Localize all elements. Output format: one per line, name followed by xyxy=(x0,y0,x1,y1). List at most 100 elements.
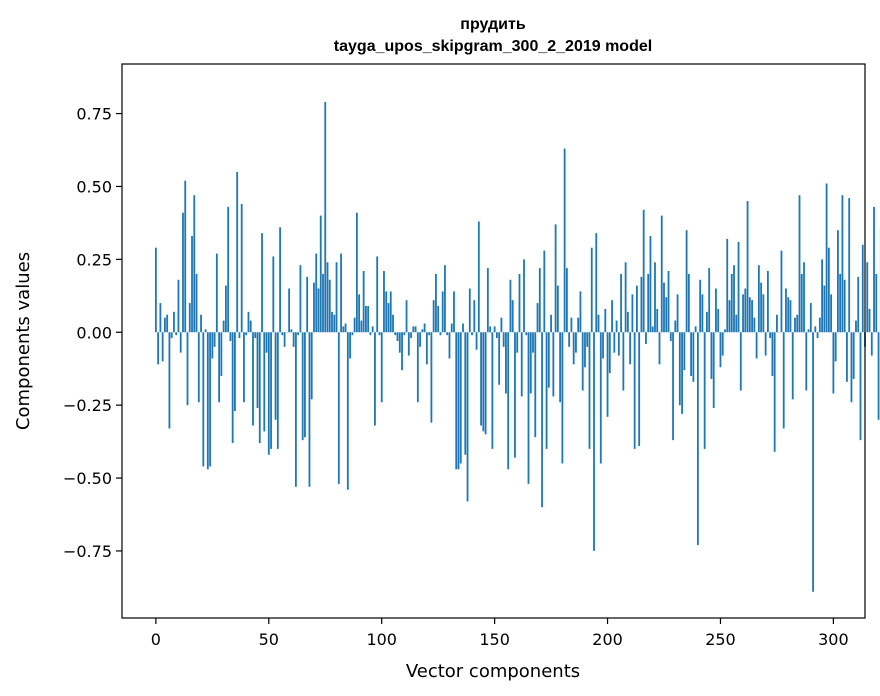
bar xyxy=(766,271,769,333)
bar xyxy=(175,332,178,336)
x-axis-label: Vector components xyxy=(406,661,580,682)
bar xyxy=(337,332,340,484)
bar xyxy=(518,273,521,333)
bar xyxy=(229,332,232,341)
bar xyxy=(839,273,842,333)
bar xyxy=(737,241,740,333)
bar xyxy=(674,320,677,333)
bar xyxy=(687,273,690,333)
bar xyxy=(818,317,821,333)
bar xyxy=(556,285,559,333)
bar xyxy=(638,332,641,446)
bar xyxy=(482,332,485,432)
bar xyxy=(812,332,814,592)
x-tick-label: 200 xyxy=(592,630,623,649)
bar xyxy=(484,332,487,435)
bar xyxy=(258,332,261,444)
bar xyxy=(385,291,388,333)
bar xyxy=(538,268,541,333)
bar xyxy=(776,314,778,333)
bar xyxy=(276,332,279,449)
bar xyxy=(371,326,374,333)
bar xyxy=(622,332,625,391)
bar xyxy=(236,171,239,333)
bar xyxy=(475,332,478,350)
bar xyxy=(299,265,302,333)
bar xyxy=(798,195,801,333)
bar xyxy=(572,332,575,365)
bar xyxy=(764,332,767,356)
bar xyxy=(875,273,878,333)
bar xyxy=(344,323,347,333)
bar xyxy=(516,332,519,353)
bar xyxy=(796,314,799,333)
bar xyxy=(690,332,693,376)
bar xyxy=(376,256,379,333)
bar xyxy=(168,332,171,429)
x-tick-label: 0 xyxy=(151,630,161,649)
bar xyxy=(294,332,297,487)
bar xyxy=(184,180,187,333)
bar xyxy=(769,332,772,339)
bar xyxy=(640,276,643,333)
bar xyxy=(651,326,654,333)
plot-frame xyxy=(121,63,866,619)
bar xyxy=(751,300,753,333)
bar xyxy=(398,332,401,353)
bar xyxy=(712,332,715,409)
bar xyxy=(265,332,268,353)
bar xyxy=(834,332,837,362)
bar xyxy=(480,332,482,426)
bar xyxy=(550,314,552,333)
bar xyxy=(846,332,848,382)
bar xyxy=(204,329,207,333)
bar xyxy=(814,326,817,333)
bar xyxy=(340,253,342,333)
y-tick-label: 0.00 xyxy=(76,323,112,342)
bar xyxy=(495,332,498,339)
bar xyxy=(471,332,473,336)
bar xyxy=(514,332,516,458)
y-axis-label: Components values xyxy=(13,252,34,430)
bar xyxy=(855,320,857,333)
bar xyxy=(462,323,464,333)
bar xyxy=(658,332,661,365)
bar xyxy=(703,332,706,449)
bar xyxy=(310,332,313,400)
bar xyxy=(717,308,720,333)
bar xyxy=(617,332,620,356)
bar xyxy=(821,259,823,333)
bar xyxy=(762,294,765,333)
bar xyxy=(407,332,410,356)
bar xyxy=(753,317,756,333)
bar xyxy=(213,332,216,347)
bar xyxy=(511,300,514,333)
bar xyxy=(672,332,674,441)
bar xyxy=(365,306,367,333)
bar xyxy=(502,332,505,347)
bar xyxy=(328,279,331,333)
bar xyxy=(805,332,808,391)
bar xyxy=(283,332,286,347)
bar xyxy=(252,332,254,426)
bar xyxy=(706,311,708,333)
bar xyxy=(733,265,735,333)
bar xyxy=(215,253,218,333)
bar xyxy=(209,332,211,467)
bar xyxy=(263,332,266,432)
bar xyxy=(669,332,672,341)
bar xyxy=(532,332,534,353)
bar xyxy=(218,332,221,403)
y-tick-label: −0.50 xyxy=(63,469,112,488)
bar-series xyxy=(154,101,880,592)
bar xyxy=(227,206,230,333)
bar xyxy=(308,332,311,487)
bar xyxy=(520,332,523,397)
bar xyxy=(730,273,733,333)
bar xyxy=(473,300,476,333)
bar xyxy=(374,332,376,426)
bar xyxy=(581,332,584,391)
bar xyxy=(249,320,252,333)
bar xyxy=(304,332,306,438)
